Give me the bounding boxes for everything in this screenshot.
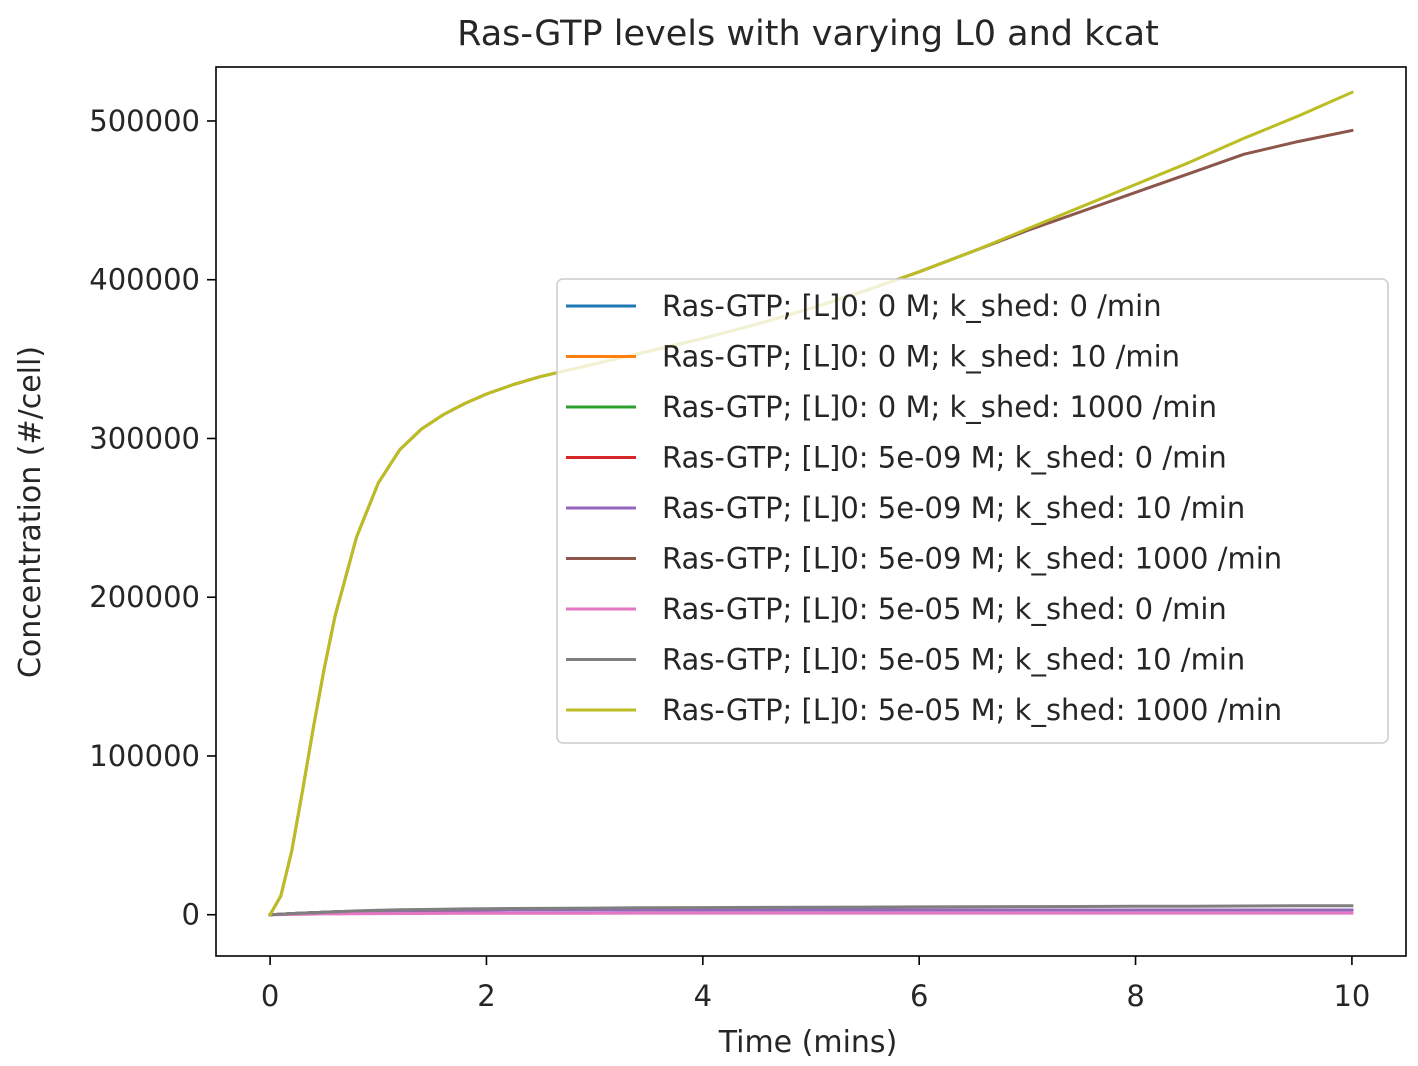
y-tick-label: 0 [182,898,200,932]
y-tick-label: 100000 [89,739,200,773]
y-axis-ticks: 0 100000 200000 300000 400000 500000 [89,104,216,932]
axes-frame [215,66,1407,957]
series-line-7 [268,911,1354,917]
legend-box [556,278,1389,744]
legend-items: Ras-GTP; [L]0: 0 M; k_shed: 0 /min Ras-GT… [566,289,1282,727]
y-axis-label: Concentration (#/cell) [13,346,48,678]
x-tick-label: 0 [261,979,279,1013]
legend-label: Ras-GTP; [L]0: 5e-09 M; k_shed: 10 /min [662,491,1245,525]
legend-label: Ras-GTP; [L]0: 5e-05 M; k_shed: 0 /min [662,592,1227,626]
x-tick-label: 8 [1126,979,1144,1013]
series-lines [268,90,1354,917]
y-tick-label: 400000 [89,263,200,297]
series-line-8 [268,904,1354,917]
legend: Ras-GTP; [L]0: 0 M; k_shed: 0 /min Ras-GT… [556,278,1389,744]
x-tick-label: 6 [910,979,928,1013]
legend-label: Ras-GTP; [L]0: 5e-09 M; k_shed: 1000 /mi… [662,542,1282,576]
x-axis-label: Time (mins) [718,1025,898,1060]
x-tick-label: 4 [694,979,712,1013]
y-tick-label: 300000 [89,421,200,455]
legend-label: Ras-GTP; [L]0: 5e-05 M; k_shed: 10 /min [662,643,1245,677]
legend-label: Ras-GTP; [L]0: 0 M; k_shed: 0 /min [662,289,1162,323]
legend-label: Ras-GTP; [L]0: 5e-09 M; k_shed: 0 /min [662,441,1227,475]
x-tick-label: 10 [1333,979,1370,1013]
legend-label: Ras-GTP; [L]0: 0 M; k_shed: 1000 /min [662,390,1217,424]
legend-label: Ras-GTP; [L]0: 0 M; k_shed: 10 /min [662,340,1180,374]
x-axis-ticks: 0 2 4 6 8 10 [261,956,1370,1013]
x-tick-label: 2 [477,979,495,1013]
legend-label: Ras-GTP; [L]0: 5e-05 M; k_shed: 1000 /mi… [662,693,1282,727]
y-tick-label: 200000 [89,580,200,614]
series-line-9 [268,90,1354,917]
chart-title: Ras-GTP levels with varying L0 and kcat [457,14,1159,54]
y-tick-label: 500000 [89,104,200,138]
